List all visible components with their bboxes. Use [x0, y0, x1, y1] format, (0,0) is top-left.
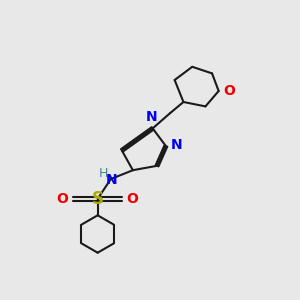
Text: S: S	[92, 190, 104, 208]
Text: O: O	[127, 192, 139, 206]
Text: N: N	[170, 138, 182, 152]
Text: O: O	[224, 84, 236, 98]
Text: N: N	[146, 110, 158, 124]
Text: N: N	[106, 173, 117, 187]
Text: H: H	[98, 167, 108, 180]
Text: O: O	[57, 192, 69, 206]
